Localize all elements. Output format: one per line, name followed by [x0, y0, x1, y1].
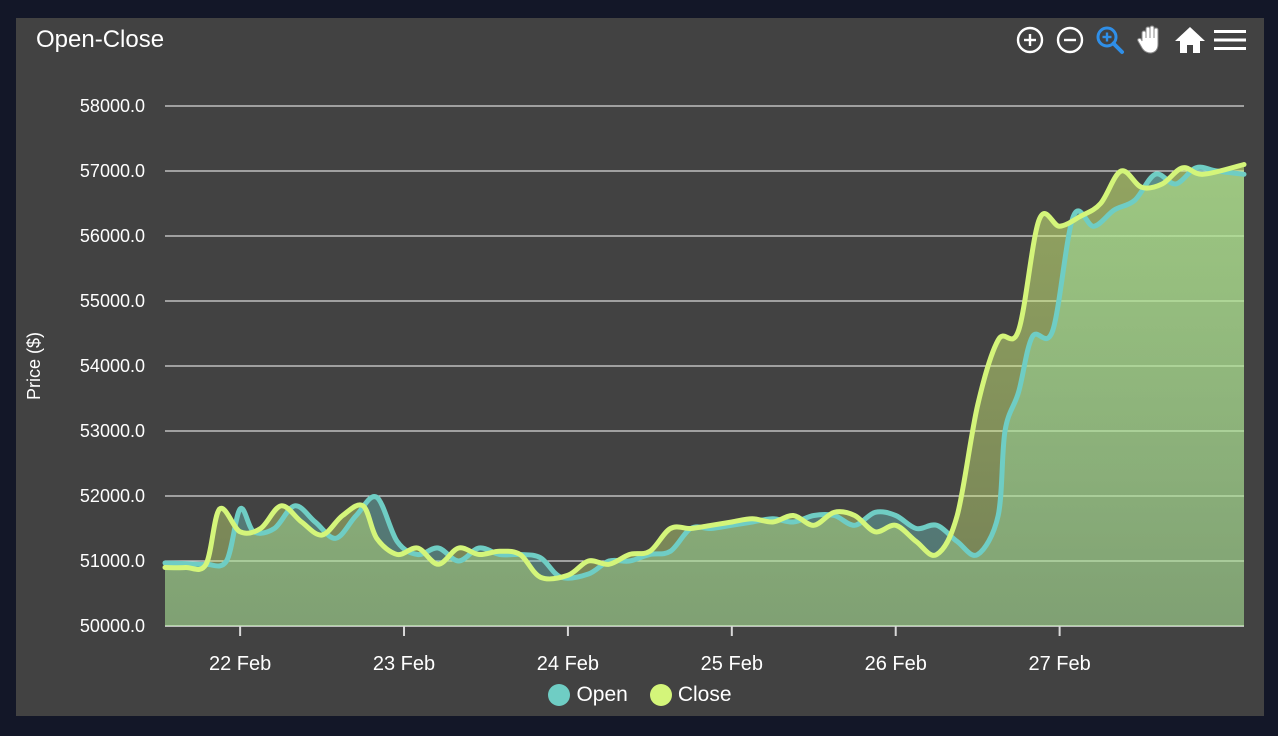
legend-label-open: Open	[576, 683, 628, 706]
y-tick-label: 52000.0	[80, 486, 145, 506]
legend-marker-close	[649, 684, 672, 706]
series-line-close	[162, 162, 1247, 582]
x-tick-label: 25 Feb	[701, 653, 763, 675]
y-tick-label: 56000.0	[80, 226, 145, 246]
legend-item-open[interactable]: Open	[548, 683, 628, 707]
y-axis-title: Price ($)	[24, 332, 44, 400]
y-tick-label: 57000.0	[80, 161, 145, 181]
reset-zoom-button[interactable]	[1170, 24, 1210, 56]
home-reset-icon	[1175, 27, 1205, 53]
menu-icon	[1214, 30, 1246, 50]
pan-hand-icon	[1137, 25, 1159, 54]
y-tick-label: 53000.0	[80, 421, 145, 441]
chart-panel: 50000.0 51000.0 52000.0 53000.0 54000.0 55000…	[16, 18, 1264, 716]
x-tick-label: 23 Feb	[373, 653, 435, 675]
x-tick-label: 27 Feb	[1028, 653, 1090, 675]
y-tick-label: 50000.0	[80, 616, 145, 636]
chart-menu-button[interactable]	[1210, 24, 1250, 56]
pan-button[interactable]	[1130, 24, 1170, 56]
x-tick-label: 22 Feb	[209, 653, 271, 675]
chart-toolbar	[1010, 24, 1250, 56]
chart-legend: Open Close	[16, 683, 1264, 707]
zoom-in-button[interactable]	[1010, 24, 1050, 56]
chart-title: Open-Close	[36, 26, 165, 53]
y-tick-label: 54000.0	[80, 356, 145, 376]
area-close	[165, 164, 1244, 626]
x-tick-label: 24 Feb	[537, 653, 599, 675]
selection-zoom-button[interactable]	[1090, 24, 1130, 56]
y-tick-label: 51000.0	[80, 551, 145, 571]
y-tick-label: 55000.0	[80, 291, 145, 311]
zoom-in-icon	[1016, 26, 1044, 54]
series-line-open	[162, 164, 1247, 581]
legend-item-close[interactable]: Close	[649, 683, 732, 707]
chart-canvas: 50000.0 51000.0 52000.0 53000.0 54000.0 55000…	[24, 96, 1247, 675]
zoom-out-icon	[1056, 26, 1084, 54]
legend-label-close: Close	[677, 683, 732, 706]
x-tick-label: 26 Feb	[865, 653, 927, 675]
zoom-out-button[interactable]	[1050, 24, 1090, 56]
selection-zoom-icon	[1096, 26, 1124, 54]
legend-marker-open	[548, 684, 571, 706]
y-tick-label: 58000.0	[80, 96, 145, 116]
